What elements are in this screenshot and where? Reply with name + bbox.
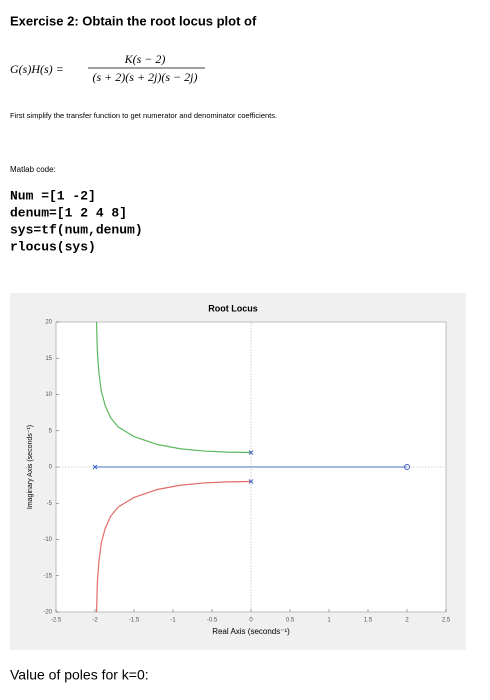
code-line: rlocus(sys)	[10, 239, 96, 254]
x-axis-label: Real Axis (seconds⁻¹)	[212, 627, 290, 636]
y-tick-label: 10	[45, 392, 52, 398]
locus-branch	[95, 321, 252, 454]
locus-branch	[95, 480, 252, 613]
y-tick-label: 0	[49, 465, 53, 471]
x-tick-label: 0.5	[286, 618, 295, 624]
x-tick-label: 1.5	[364, 618, 373, 624]
y-axis-label: Imaginary Axis (seconds⁻¹)	[27, 425, 34, 509]
x-tick-label: 2.5	[442, 618, 451, 624]
equation-denominator: (s + 2)(s + 2j)(s − 2j)	[93, 70, 198, 84]
pole-marker	[248, 450, 254, 455]
x-tick-label: -1	[170, 618, 176, 624]
code-label: Matlab code:	[10, 165, 56, 174]
y-tick-label: 20	[45, 320, 52, 326]
x-tick-label: 2	[405, 618, 409, 624]
x-tick-label: -0.5	[207, 618, 218, 624]
pole-marker	[92, 464, 98, 470]
code-line: denum=[1 2 4 8]	[10, 205, 127, 220]
y-tick-label: -10	[43, 537, 52, 543]
equation-numerator: K(s − 2)	[124, 52, 166, 66]
paragraph: First simplify the transfer function to …	[10, 111, 277, 120]
y-tick-label: -15	[43, 573, 52, 579]
footer: Value of poles for k=0:	[10, 667, 149, 683]
code-line: Num =[1 -2]	[10, 188, 96, 203]
y-tick-label: -20	[43, 610, 52, 616]
x-tick-label: 0	[249, 618, 253, 624]
zero-marker	[404, 464, 410, 470]
code-line: sys=tf(num,denum)	[10, 222, 143, 237]
x-tick-label: 1	[327, 618, 331, 624]
title: Exercise 2: Obtain the root locus plot o…	[10, 13, 257, 28]
y-tick-label: 15	[45, 356, 52, 362]
equation-lhs: G(s)H(s) =	[10, 62, 64, 76]
x-tick-label: -2.5	[51, 618, 62, 624]
pole-marker	[248, 479, 254, 484]
y-tick-label: 5	[49, 428, 53, 434]
x-tick-label: -1.5	[129, 618, 140, 624]
y-tick-label: -5	[47, 501, 53, 507]
x-tick-label: -2	[92, 618, 98, 624]
chart-title: Root Locus	[208, 303, 258, 313]
